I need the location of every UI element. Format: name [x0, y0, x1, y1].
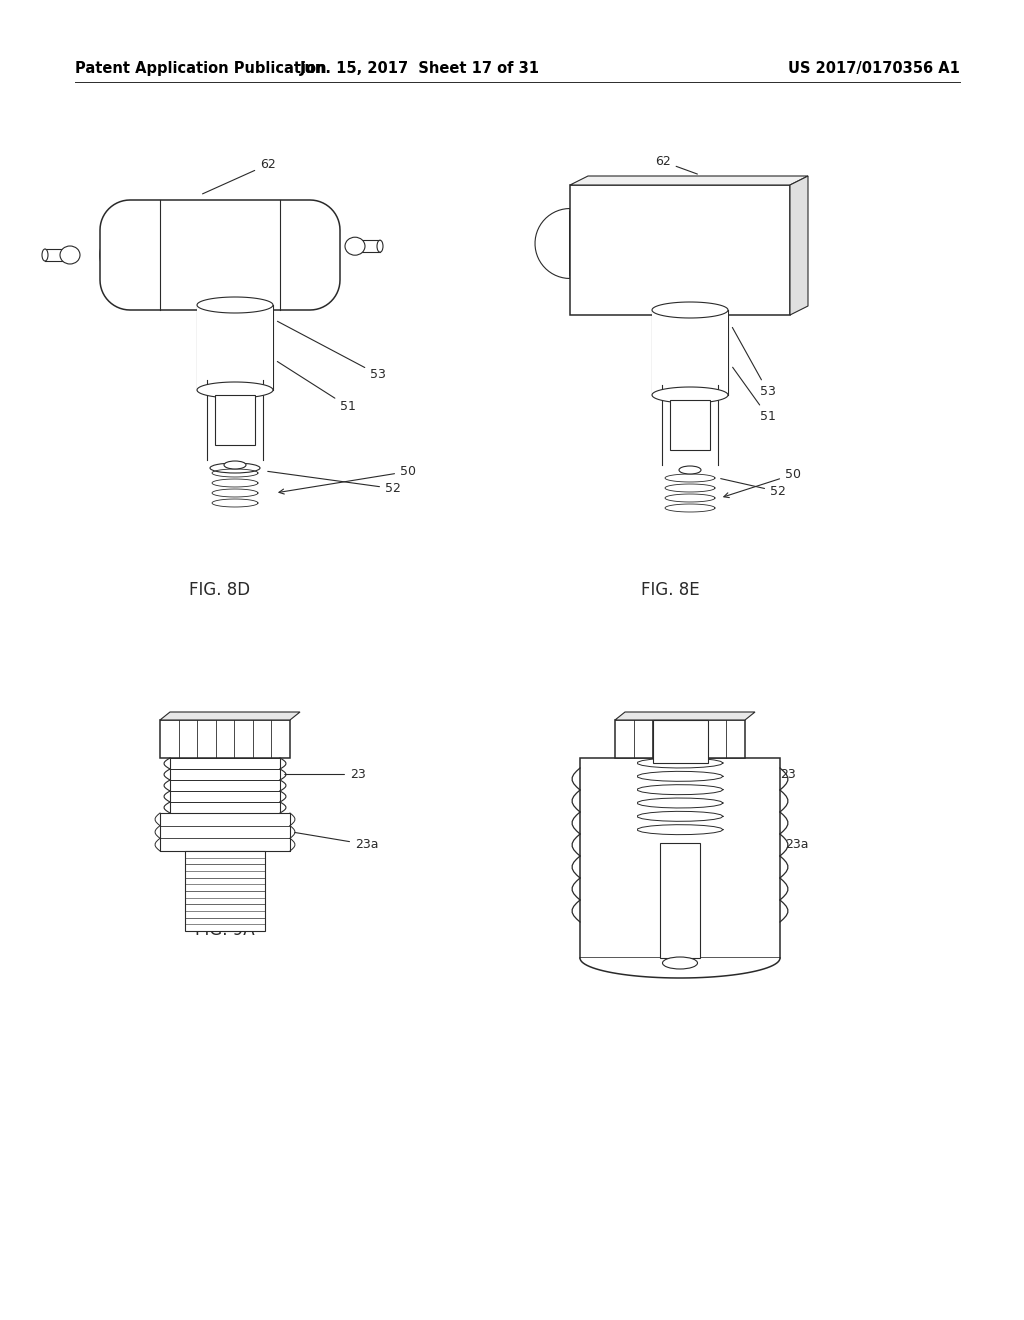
Text: FIG. 9B: FIG. 9B [640, 921, 699, 939]
Text: 53: 53 [732, 327, 776, 399]
Text: FIG. 9A: FIG. 9A [196, 921, 255, 939]
Ellipse shape [679, 466, 701, 474]
Text: 23: 23 [285, 768, 366, 781]
Polygon shape [160, 711, 300, 719]
Text: 50: 50 [279, 465, 416, 494]
Text: 52: 52 [267, 471, 400, 495]
Polygon shape [570, 176, 808, 185]
Polygon shape [570, 185, 790, 315]
Polygon shape [170, 758, 280, 813]
Bar [580, 758, 780, 958]
Text: 23a: 23a [295, 833, 379, 851]
Text: Jun. 15, 2017  Sheet 17 of 31: Jun. 15, 2017 Sheet 17 of 31 [300, 61, 540, 75]
Polygon shape [536, 209, 570, 279]
Ellipse shape [377, 240, 383, 252]
Polygon shape [197, 297, 273, 313]
Bar [615, 719, 745, 758]
Bar [652, 719, 708, 763]
Polygon shape [197, 381, 273, 399]
Bar [160, 813, 290, 851]
Ellipse shape [663, 957, 697, 969]
Polygon shape [652, 310, 728, 395]
Polygon shape [790, 176, 808, 315]
Ellipse shape [345, 238, 365, 255]
Text: FIG. 8D: FIG. 8D [189, 581, 251, 599]
Bar [215, 395, 255, 445]
Polygon shape [100, 201, 340, 310]
Text: 62: 62 [655, 154, 697, 174]
Text: Patent Application Publication: Patent Application Publication [75, 61, 327, 75]
Text: 53: 53 [278, 321, 386, 381]
Bar [160, 719, 290, 758]
Text: 50: 50 [724, 469, 801, 498]
Text: 52: 52 [721, 479, 785, 498]
Text: US 2017/0170356 A1: US 2017/0170356 A1 [788, 61, 961, 75]
Text: FIG. 8E: FIG. 8E [641, 581, 699, 599]
Ellipse shape [60, 246, 80, 264]
Text: 51: 51 [278, 362, 356, 413]
Text: 23: 23 [730, 768, 796, 787]
Polygon shape [197, 305, 273, 389]
Polygon shape [100, 201, 130, 310]
Bar [670, 400, 710, 450]
Polygon shape [615, 711, 755, 719]
Text: 23a: 23a [730, 824, 809, 851]
Ellipse shape [210, 463, 260, 473]
Ellipse shape [224, 461, 246, 469]
Text: 62: 62 [203, 158, 275, 194]
Bar [660, 843, 700, 958]
Polygon shape [580, 958, 780, 978]
Bar [185, 851, 265, 931]
Ellipse shape [42, 249, 48, 261]
Polygon shape [652, 302, 728, 318]
Text: 51: 51 [732, 367, 776, 422]
Polygon shape [652, 387, 728, 403]
